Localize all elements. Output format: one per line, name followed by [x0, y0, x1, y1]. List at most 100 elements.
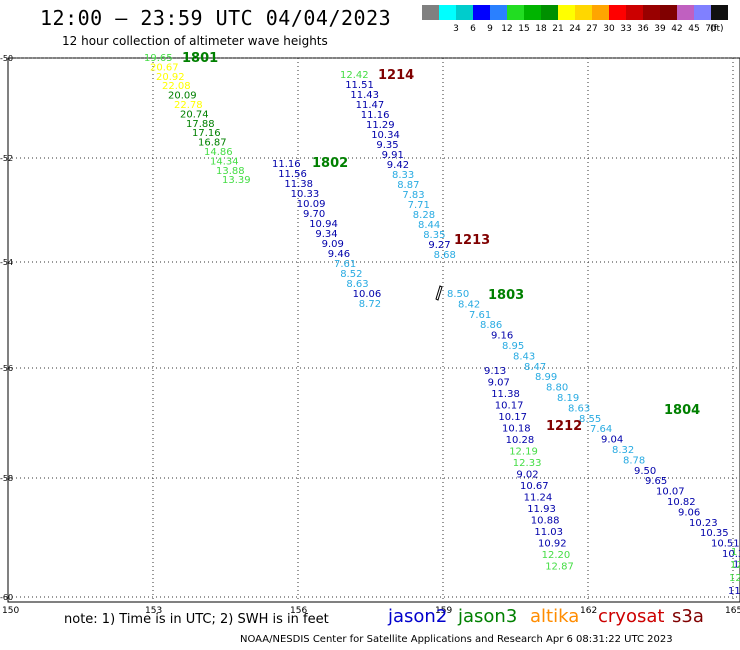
wave-height-value: 9.42	[387, 160, 409, 171]
longitude-tick-label: 153	[145, 606, 162, 616]
latitude-tick-label: -50	[0, 54, 13, 63]
wave-height-value: 8.52	[340, 269, 362, 280]
wave-height-value: 10.67	[520, 481, 549, 492]
graticule	[8, 57, 740, 602]
wave-height-value: 9.02	[516, 470, 538, 481]
legend-swatch	[694, 5, 711, 20]
wave-height-value: 8.19	[557, 393, 579, 404]
legend-label: 12	[501, 24, 513, 34]
wave-height-value: 8.55	[579, 414, 601, 425]
wave-height-value: 8.28	[413, 210, 435, 221]
wave-height-value: 12.42	[340, 70, 369, 81]
wave-height-value: 22.08	[162, 81, 191, 92]
legend-label: 42	[671, 24, 683, 34]
direction-arrow-icon	[435, 285, 443, 301]
wave-height-value: 11.1	[733, 559, 740, 570]
legend-label: 21	[552, 24, 564, 34]
longitude-tick-label: 156	[290, 606, 307, 616]
legend-label: 36	[637, 24, 649, 34]
legend-swatch	[643, 5, 660, 20]
legend-swatch	[575, 5, 592, 20]
wave-height-value: 20.92	[156, 72, 185, 83]
legend-swatch	[609, 5, 626, 20]
legend-unit: (ft)	[710, 24, 724, 34]
wave-height-value: 8.95	[502, 341, 524, 352]
wave-height-value: 9.13	[484, 366, 506, 377]
wave-height-value: 11.47	[356, 100, 385, 111]
wave-height-value: 11.43	[350, 90, 379, 101]
wave-height-value: 10.18	[502, 424, 531, 435]
wave-height-value: 10.09	[297, 199, 326, 210]
wave-height-value: 9.46	[328, 249, 350, 260]
wave-height-value: 8.42	[458, 299, 480, 310]
wave-height-value: 10.17	[495, 401, 524, 412]
wave-height-value: 13.39	[222, 175, 251, 186]
wave-height-value: 20.09	[168, 91, 197, 102]
longitude-tick-label: 159	[435, 606, 452, 616]
latitude-tick-label: -56	[0, 364, 13, 373]
wave-height-value: 9.09	[322, 239, 344, 250]
wave-height-value: 14.86	[204, 147, 233, 158]
legend-label: 9	[487, 24, 493, 34]
track-id-label: 1801	[182, 51, 218, 66]
wave-height-value: 10.06	[353, 289, 382, 300]
wave-height-value: 10.23	[689, 518, 718, 529]
wave-height-value: 10.34	[371, 130, 400, 141]
satellite-name-s3a: s3a	[672, 606, 704, 627]
wave-height-value: 11.38	[284, 179, 313, 190]
wave-height-value: 12	[730, 560, 740, 571]
wave-height-value: 9.27	[428, 240, 450, 251]
map-frame	[7, 57, 740, 603]
legend-swatch	[711, 5, 728, 20]
wave-height-value: 20.74	[180, 109, 209, 120]
wave-height-value: 11.56	[278, 169, 307, 180]
legend-swatch	[490, 5, 507, 20]
wave-height-value: 9.16	[491, 331, 513, 342]
wave-height-value: 14.34	[210, 156, 239, 167]
wave-height-value: 11.38	[491, 389, 520, 400]
wave-height-value: 10.88	[531, 516, 560, 527]
satellite-name-cryosat: cryosat	[598, 606, 665, 627]
wave-height-value: 8.63	[346, 279, 368, 290]
legend-swatch	[422, 5, 439, 20]
latitude-tick-label: -54	[0, 258, 13, 267]
legend-label: 18	[535, 24, 547, 34]
wave-height-value: 11.93	[527, 504, 556, 515]
wave-height-value: 11.98	[728, 586, 740, 597]
legend-swatch	[524, 5, 541, 20]
footnote: note: 1) Time is in UTC; 2) SWH is in fe…	[64, 612, 329, 627]
legend-swatch	[558, 5, 575, 20]
wave-height-value: 7.83	[402, 190, 424, 201]
legend-swatch	[507, 5, 524, 20]
wave-height-value: 9.70	[303, 209, 325, 220]
legend-label: 33	[620, 24, 632, 34]
wave-height-value: 11.29	[366, 120, 395, 131]
legend-label: 27	[586, 24, 598, 34]
legend-swatch	[439, 5, 456, 20]
wave-height-value: 9.04	[601, 435, 623, 446]
wave-height-value: 10.92	[538, 539, 567, 550]
wave-height-value: 8.50	[447, 289, 469, 300]
legend-label: 6	[470, 24, 476, 34]
legend-label: 30	[603, 24, 615, 34]
wave-height-value: 8.44	[418, 220, 440, 231]
latitude-tick-label: -58	[0, 474, 13, 483]
wave-height-value: 7.61	[334, 259, 356, 270]
longitude-tick-label: 162	[580, 606, 597, 616]
longitude-tick-label: 165	[725, 606, 740, 616]
track-id-label: 1802	[312, 156, 348, 171]
wave-height-value: 22.78	[174, 100, 203, 111]
legend-swatch	[660, 5, 677, 20]
wave-height-value: 7.71	[408, 200, 430, 211]
axis-tick-labels: 150 153 156 159 162 165 -50 -52 -54 -56 -58 -60	[0, 54, 740, 616]
wave-height-value: 11.16	[272, 159, 301, 170]
wave-height-value: 10.51	[711, 539, 740, 550]
wave-height-value: 8.80	[546, 383, 568, 394]
wave-height-value: 10.35	[722, 549, 740, 560]
latitude-tick-label: -60	[0, 593, 13, 602]
wave-height-value: 8.32	[612, 445, 634, 456]
wave-height-value: 9.50	[634, 466, 656, 477]
wave-height-value: 8.86	[480, 320, 502, 331]
wave-height-value: 17.88	[186, 119, 215, 130]
